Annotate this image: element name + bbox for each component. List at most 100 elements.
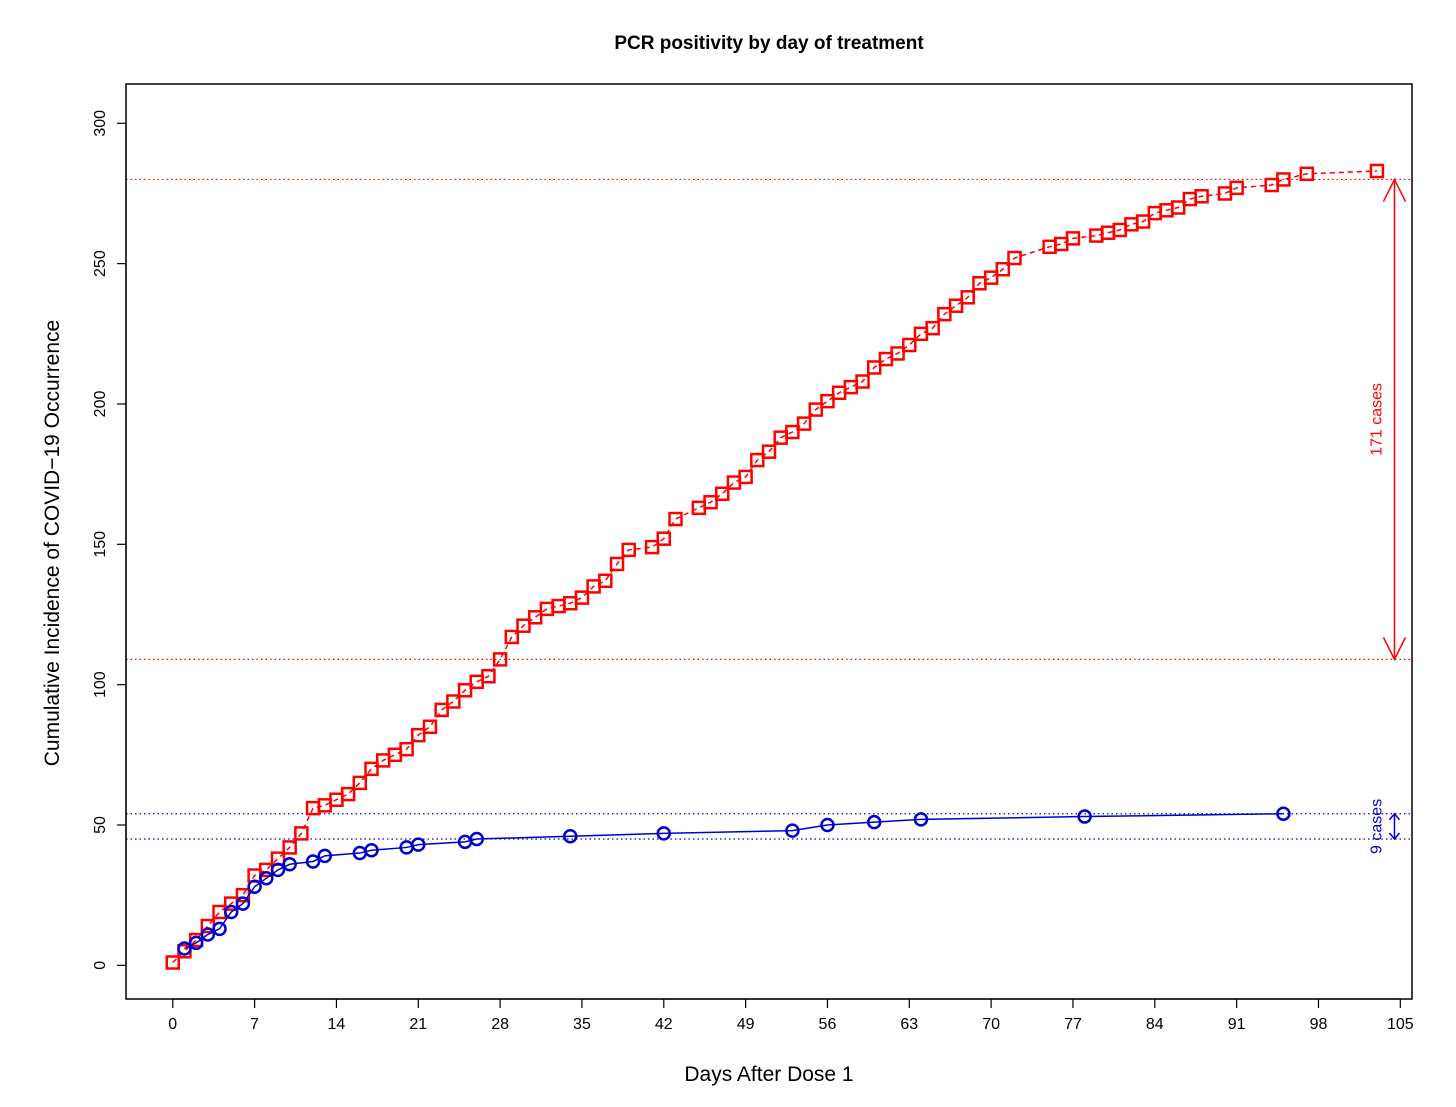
- data-point: [1276, 806, 1291, 822]
- data-point: [843, 379, 859, 395]
- y-tick-label: 0: [92, 961, 109, 970]
- data-point: [820, 817, 835, 833]
- y-tick-label: 250: [92, 250, 109, 277]
- x-tick-label: 84: [1146, 1016, 1164, 1033]
- x-tick-label: 98: [1310, 1016, 1328, 1033]
- data-point: [855, 374, 870, 389]
- y-axis-label: Cumulative Incidence of COVID−19 Occurre…: [41, 320, 64, 766]
- series-layer: [165, 163, 1385, 970]
- series-line: [172, 170, 1377, 964]
- data-point: [738, 469, 753, 485]
- data-point: [411, 727, 426, 743]
- data-point: [1194, 189, 1209, 204]
- data-point: [492, 652, 508, 667]
- data-point: [1007, 250, 1022, 266]
- data-point: [504, 629, 520, 645]
- x-tick-label: 14: [328, 1016, 346, 1033]
- x-tick-label: 0: [168, 1016, 177, 1033]
- annotation-arrowhead: [1388, 832, 1401, 841]
- data-point: [399, 741, 414, 757]
- series-1: [165, 163, 1385, 970]
- y-axis: 0 50 100 150 200 250 300: [92, 110, 127, 970]
- data-point: [703, 494, 718, 510]
- data-point: [902, 337, 917, 353]
- data-point: [527, 610, 543, 625]
- data-point: [785, 424, 800, 440]
- data-point: [259, 871, 274, 886]
- data-point: [890, 346, 905, 361]
- x-tick-label: 49: [737, 1016, 755, 1033]
- data-point: [913, 812, 929, 827]
- x-tick-label: 21: [409, 1016, 427, 1033]
- data-point: [177, 941, 192, 956]
- data-point: [714, 486, 730, 502]
- data-point: [411, 837, 426, 852]
- data-point: [656, 531, 672, 546]
- data-point: [422, 719, 438, 734]
- data-point: [644, 539, 660, 555]
- data-point: [387, 747, 403, 763]
- data-point: [282, 840, 297, 855]
- x-tick-label: 35: [573, 1016, 591, 1033]
- x-axis: 0 7 14 21 28 35 42 49 56 63 70 77 84 91 98 105: [168, 998, 1414, 1033]
- data-point: [364, 842, 379, 858]
- data-point: [1077, 809, 1092, 824]
- data-point: [960, 290, 975, 305]
- annotation-arrowhead: [1382, 637, 1407, 662]
- data-point: [948, 298, 964, 313]
- data-point: [1065, 231, 1081, 246]
- y-tick-label: 300: [92, 110, 109, 137]
- data-point: [446, 694, 461, 709]
- data-point: [305, 854, 321, 869]
- data-point: [598, 573, 613, 589]
- x-tick-label: 77: [1064, 1016, 1082, 1033]
- data-point: [878, 351, 894, 367]
- data-point: [1135, 214, 1151, 229]
- x-tick-label: 28: [491, 1016, 509, 1033]
- data-point: [305, 800, 321, 816]
- data-point: [247, 879, 262, 894]
- x-axis-label: Days After Dose 1: [684, 1063, 853, 1086]
- chart-title: PCR positivity by day of treatment: [614, 33, 924, 54]
- data-point: [1124, 217, 1139, 232]
- data-point: [200, 927, 216, 942]
- annotation-label: 9 cases: [1368, 799, 1385, 854]
- data-point: [621, 542, 636, 558]
- data-point: [270, 862, 286, 878]
- data-point: [364, 761, 379, 777]
- data-point: [866, 814, 882, 830]
- x-tick-label: 42: [655, 1016, 673, 1033]
- data-point: [235, 896, 251, 911]
- data-point: [796, 416, 812, 431]
- data-point: [457, 683, 473, 698]
- data-point: [294, 826, 309, 841]
- data-point: [340, 786, 356, 802]
- data-point: [1054, 236, 1069, 252]
- reference-lines: [126, 178, 1412, 840]
- data-point: [609, 556, 625, 572]
- data-point: [282, 857, 297, 872]
- x-tick-label: 7: [250, 1016, 259, 1033]
- data-point: [1299, 166, 1315, 182]
- data-point: [668, 511, 683, 527]
- data-point: [212, 921, 227, 937]
- data-point: [656, 826, 672, 841]
- data-point: [563, 828, 578, 844]
- data-point: [352, 775, 368, 791]
- annotation-arrowhead: [1382, 177, 1407, 202]
- data-point: [937, 306, 952, 322]
- data-point: [188, 935, 204, 951]
- annotation-label: 171 cases: [1368, 383, 1385, 456]
- data-point: [808, 402, 824, 417]
- x-tick-label: 56: [819, 1016, 837, 1033]
- data-point: [691, 500, 707, 516]
- data-point: [866, 360, 882, 375]
- data-point: [925, 320, 940, 336]
- data-point: [434, 702, 449, 718]
- data-point: [1369, 163, 1385, 179]
- data-point: [317, 848, 332, 864]
- y-tick-label: 150: [92, 531, 109, 558]
- data-point: [785, 823, 800, 838]
- data-point: [1229, 180, 1244, 196]
